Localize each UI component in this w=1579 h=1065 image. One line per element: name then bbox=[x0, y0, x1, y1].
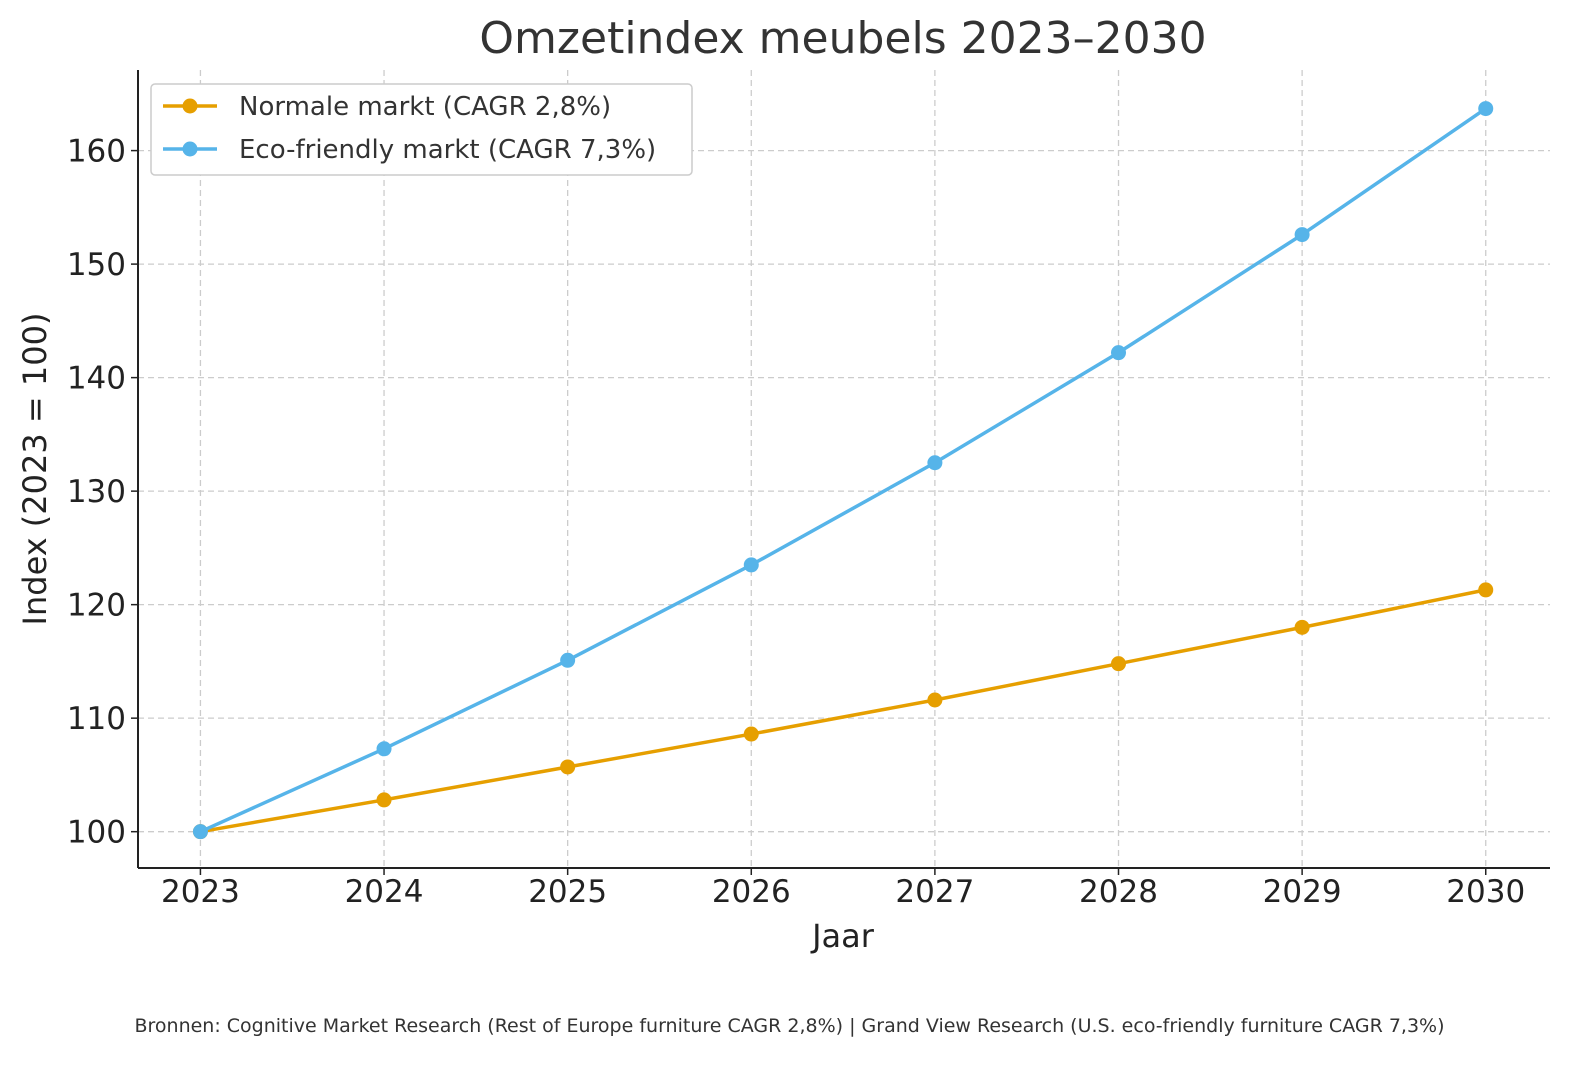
y-tick-label: 150 bbox=[67, 247, 126, 283]
chart-title: Omzetindex meubels 2023–2030 bbox=[479, 13, 1206, 64]
data-point-1-7 bbox=[1478, 101, 1494, 117]
data-point-0-7 bbox=[1478, 582, 1494, 598]
data-point-1-5 bbox=[1111, 345, 1127, 361]
y-tick-label: 160 bbox=[67, 134, 126, 170]
data-point-1-2 bbox=[560, 652, 576, 668]
data-point-0-6 bbox=[1294, 619, 1310, 635]
data-point-1-3 bbox=[743, 557, 759, 573]
x-tick-label: 2028 bbox=[1079, 874, 1158, 910]
grid-lines bbox=[138, 70, 1550, 868]
y-tick-label: 120 bbox=[67, 588, 126, 624]
data-point-1-0 bbox=[192, 824, 208, 840]
legend-box bbox=[150, 83, 693, 176]
y-axis-label: Index (2023 = 100) bbox=[16, 313, 54, 626]
x-tick-label: 2029 bbox=[1263, 874, 1342, 910]
data-point-0-2 bbox=[560, 759, 576, 775]
data-point-1-1 bbox=[376, 741, 392, 757]
x-axis-label: Jaar bbox=[810, 917, 875, 955]
legend-label-normale: Normale markt (CAGR 2,8%) bbox=[239, 92, 611, 122]
y-tick-label: 110 bbox=[67, 701, 126, 737]
x-tick-label: 2026 bbox=[712, 874, 791, 910]
source-note: Bronnen: Cognitive Market Research (Rest… bbox=[134, 1015, 1445, 1037]
y-tick-label: 100 bbox=[67, 815, 126, 851]
legend-marker-normale bbox=[182, 98, 198, 114]
data-point-1-4 bbox=[927, 455, 943, 471]
y-tick-label: 140 bbox=[67, 361, 126, 397]
data-point-0-1 bbox=[376, 792, 392, 808]
y-tick-label: 130 bbox=[67, 474, 126, 510]
legend: Normale markt (CAGR 2,8%) Eco-friendly m… bbox=[150, 83, 693, 176]
data-point-1-6 bbox=[1294, 227, 1310, 243]
x-tick-label: 2030 bbox=[1446, 874, 1525, 910]
x-tick-label: 2025 bbox=[528, 874, 607, 910]
data-point-0-3 bbox=[743, 726, 759, 742]
x-tick-label: 2023 bbox=[161, 874, 240, 910]
series-line-1 bbox=[199, 107, 1487, 834]
x-tick-label: 2027 bbox=[895, 874, 974, 910]
series-layer bbox=[192, 101, 1494, 840]
legend-marker-eco bbox=[182, 141, 198, 157]
legend-label-eco: Eco-friendly markt (CAGR 7,3%) bbox=[239, 135, 656, 165]
data-point-0-5 bbox=[1111, 656, 1127, 672]
axis-ticks: 2023 2024 2025 2026 2027 2028 2029 2030 100 110 12… bbox=[67, 134, 1525, 910]
series-line-0 bbox=[200, 588, 1487, 834]
x-tick-label: 2024 bbox=[345, 874, 424, 910]
data-point-0-4 bbox=[927, 692, 943, 708]
